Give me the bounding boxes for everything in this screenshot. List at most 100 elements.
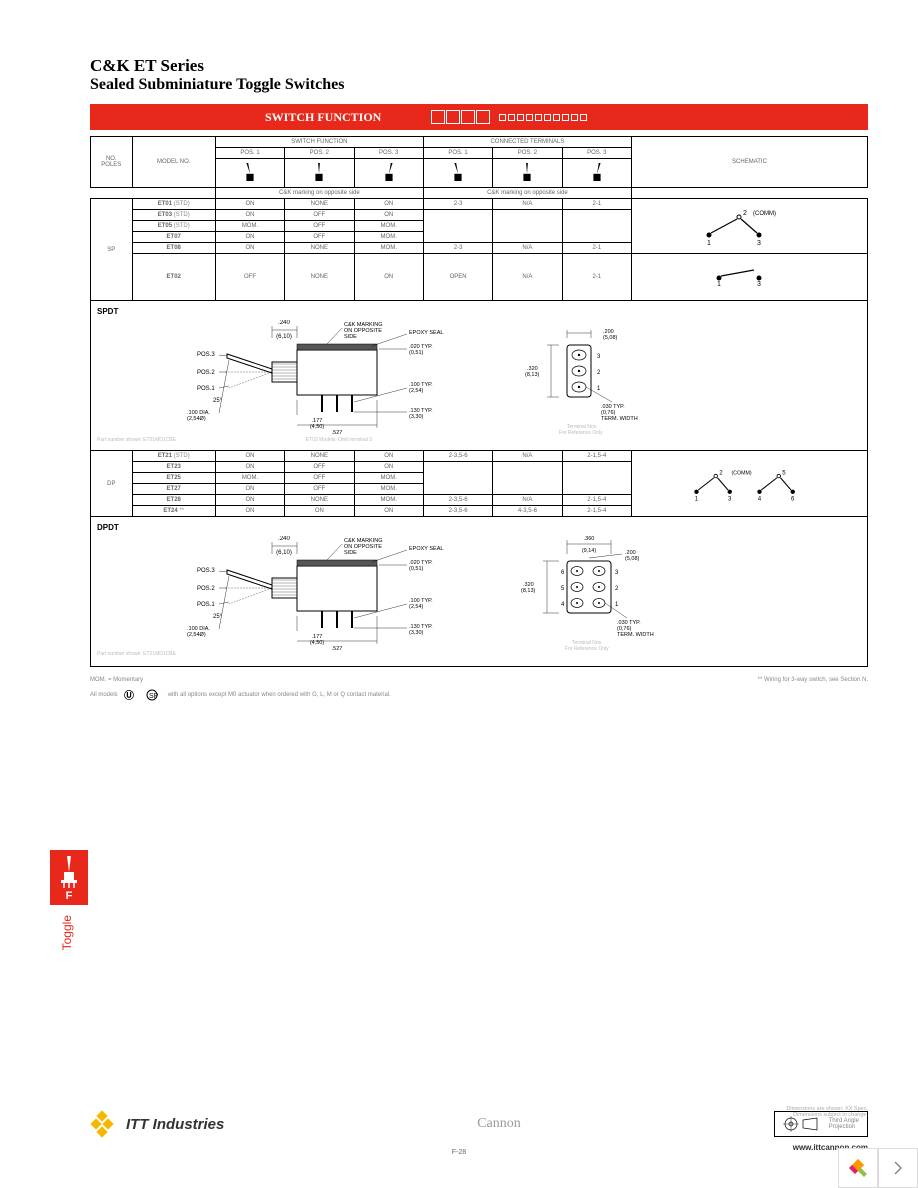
svg-text:3: 3: [758, 281, 762, 288]
svg-text:6: 6: [792, 495, 796, 502]
schematic-spdt: 1 2(COMM) 3: [631, 199, 867, 254]
svg-text:(3,30): (3,30): [409, 630, 424, 636]
diagram-spdt-bottom: 3 2 1 .200 (5,08) .320 (: [517, 320, 667, 435]
hdr-pos1a: POS. 1: [215, 148, 284, 159]
hdr-pos3b: POS. 3: [562, 148, 631, 159]
svg-text:2: 2: [615, 586, 619, 592]
svg-text:SIDE: SIDE: [344, 334, 357, 340]
subtitle: Sealed Subminiature Toggle Switches: [90, 76, 868, 94]
side-tab-letter: F: [66, 890, 73, 902]
svg-text:(3,30): (3,30): [409, 414, 424, 420]
section-header-label: SWITCH FUNCTION: [265, 110, 381, 125]
svg-text:2: 2: [597, 370, 601, 376]
svg-text:.527: .527: [332, 646, 343, 651]
svg-text:1: 1: [695, 495, 699, 502]
diagram-row-dpdt: DPDT: [91, 517, 868, 667]
svg-text:.240: .240: [278, 536, 290, 542]
diagram-dpdt-side: .240 (6,10) C&K MARKING ON OPPOSITE SIDE…: [157, 536, 487, 651]
bottom-bar: ITT Industries Cannon Third Angle Projec…: [90, 1110, 868, 1138]
svg-text:EPOXY SEAL: EPOXY SEAL: [409, 330, 443, 336]
svg-text:(2,54Ø): (2,54Ø): [187, 416, 206, 422]
svg-text:SIDE: SIDE: [344, 550, 357, 556]
toggle-icon: [562, 159, 631, 188]
svg-text:5: 5: [783, 469, 787, 476]
toggle-icon: [354, 159, 423, 188]
svg-text:1: 1: [615, 602, 619, 608]
next-page-button[interactable]: [878, 1148, 918, 1188]
svg-text:(COMM): (COMM): [753, 211, 776, 217]
side-tab-label: Toggle: [60, 915, 74, 950]
svg-text:3: 3: [615, 570, 619, 576]
diagram-spdt-side: .240 (6,10) C&K MARKING ON OPPOSITE SIDE…: [157, 320, 487, 435]
svg-text:For Reference Only: For Reference Only: [559, 430, 603, 435]
svg-text:(6,10): (6,10): [276, 550, 292, 556]
cert-text: with all options except M0 actuator when…: [168, 692, 391, 698]
svg-text:(5,08): (5,08): [625, 556, 640, 562]
diagram-dpdt-bottom: 6 5 4 3 2 1 .360 (9,14) .2: [517, 536, 687, 651]
col-model: MODEL NO.: [132, 137, 215, 188]
svg-text:(0,51): (0,51): [409, 566, 424, 572]
itt-logo: ITT Industries: [90, 1110, 224, 1138]
col-no: NO.POLES: [91, 137, 133, 188]
itt-logo-text: ITT Industries: [126, 1116, 224, 1133]
svg-text:4: 4: [561, 602, 565, 608]
svg-text:POS.1: POS.1: [197, 602, 215, 608]
toggle-switch-icon: [57, 854, 81, 890]
part-note-sp: Part number shown: ET01MD1CBE: [97, 437, 176, 443]
page-number: F-28: [452, 1149, 466, 1156]
svg-text:.360: .360: [584, 536, 595, 542]
projection-icon: [783, 1116, 819, 1132]
chevron-right-icon: [892, 1160, 904, 1176]
toggle-icon: [493, 159, 562, 188]
svg-text:2: 2: [743, 210, 747, 217]
hdr-schematic: SCHEMATIC: [631, 137, 867, 188]
side-tab: F Toggle: [50, 850, 88, 950]
diagram-label-dpdt: DPDT: [97, 523, 861, 532]
itt-logo-icon: [90, 1110, 118, 1138]
svg-text:3: 3: [597, 354, 601, 360]
svg-text:POS.2: POS.2: [197, 586, 215, 592]
svg-text:POS.3: POS.3: [197, 568, 215, 574]
svg-text:3: 3: [758, 240, 762, 245]
cert-prefix: All models: [90, 692, 118, 698]
cannon-text: Cannon: [477, 1116, 521, 1132]
svg-text:POS.2: POS.2: [197, 370, 215, 376]
ul-icon: Ⓤ: [124, 689, 140, 701]
svg-text:TERM. WIDTH: TERM. WIDTH: [617, 632, 654, 638]
hdr-pos3a: POS. 3: [354, 148, 423, 159]
hdr-switch-function: SWITCH FUNCTION: [215, 137, 423, 148]
svg-text:4: 4: [758, 495, 762, 502]
toggle-icon: [285, 159, 354, 188]
toggle-icon: [215, 159, 284, 188]
svg-text:(5,08): (5,08): [603, 335, 618, 341]
csa-icon: SP: [146, 689, 162, 701]
dim-note-2: Dimensions subject to change.: [786, 1112, 868, 1118]
app-icon[interactable]: [838, 1148, 878, 1188]
svg-text:(8,13): (8,13): [521, 588, 536, 594]
hdr-pos2a: POS. 2: [285, 148, 354, 159]
pole-sp: SP: [91, 199, 133, 301]
schematic-spst: 1 3: [631, 254, 867, 301]
mom-note: MOM. = Momentary: [90, 677, 143, 683]
svg-text:(6,10): (6,10): [276, 334, 292, 340]
brand-title: C&K ET Series: [90, 56, 868, 76]
svg-text:(2,54): (2,54): [409, 388, 424, 394]
proj-label: Third Angle Projection: [829, 1118, 859, 1130]
svg-text:(2,54Ø): (2,54Ø): [187, 632, 206, 638]
svg-text:5: 5: [561, 586, 565, 592]
svg-text:1: 1: [597, 386, 601, 392]
section-header-bar: SWITCH FUNCTION: [90, 104, 868, 130]
svg-text:.527: .527: [332, 430, 343, 435]
hdr-pos2b: POS. 2: [493, 148, 562, 159]
wiring-note: ** Wiring for 3-way switch, see Section …: [758, 677, 868, 683]
footer-notes: MOM. = Momentary ** Wiring for 3-way swi…: [90, 677, 868, 701]
hdr-pos1b: POS. 1: [423, 148, 492, 159]
function-table: NO.POLES MODEL NO. SWITCH FUNCTION CONNE…: [90, 136, 868, 667]
svg-text:For Reference Only: For Reference Only: [565, 646, 609, 651]
svg-text:EPOXY SEAL: EPOXY SEAL: [409, 546, 443, 552]
svg-text:POS.3: POS.3: [197, 352, 215, 358]
svg-text:SP: SP: [149, 693, 159, 700]
svg-text:TERM. WIDTH: TERM. WIDTH: [601, 416, 638, 422]
svg-text:(COMM): (COMM): [732, 470, 752, 476]
table-row: ET02 OFFNONEON OPENN/A2-1 1 3: [91, 254, 868, 301]
